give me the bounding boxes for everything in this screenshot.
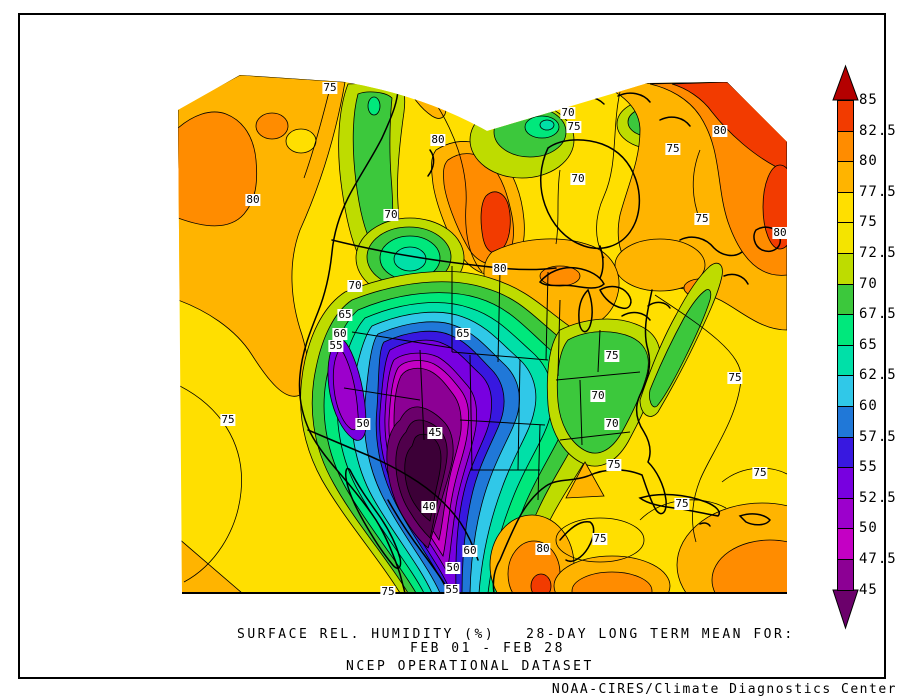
colorbar-tick-label: 75	[859, 214, 878, 231]
contour-label: 75	[322, 81, 338, 94]
colorbar-below-min-arrow	[832, 589, 859, 630]
colorbar-segment	[837, 344, 854, 377]
colorbar-segment	[837, 559, 854, 591]
credit-text: NOAA-CIRES/Climate Diagnostics Center	[551, 682, 897, 697]
contour-lines	[178, 87, 787, 583]
contour-label: 50	[355, 417, 371, 430]
map-title-line2: FEB 01 - FEB 28	[410, 641, 565, 656]
colorbar-tick-label: 60	[859, 398, 878, 414]
colorbar-segment	[837, 528, 854, 560]
contour-label: 75	[727, 371, 743, 384]
colorbar-tick-label: 47.5	[859, 551, 897, 567]
colorbar-tick-label: 45	[859, 581, 878, 598]
colorbar-tick-label: 62.5	[859, 367, 897, 384]
colorbar-segment	[837, 436, 854, 469]
contour-label: 70	[604, 417, 620, 430]
map-title-line3: NCEP OPERATIONAL DATASET	[346, 659, 594, 674]
colorbar-tick-label: 70	[859, 275, 878, 292]
colorbar-segment	[837, 375, 854, 407]
colorbar-tick-label: 72.5	[859, 245, 897, 261]
contour-label: 75	[380, 585, 396, 598]
colorbar-segment	[837, 497, 854, 530]
contour-label: 75	[604, 349, 620, 362]
colorbar-tick-label: 80	[859, 153, 878, 170]
contour-label: 75	[665, 142, 681, 155]
contour-label: 70	[383, 208, 399, 221]
colorbar-segment	[837, 283, 854, 316]
plot-frame	[18, 13, 886, 679]
colorbar-tick-label: 82.5	[859, 122, 897, 139]
colorbar-segment	[837, 191, 854, 224]
contour-label: 65	[455, 327, 471, 340]
colorbar-tick-label: 65	[859, 336, 878, 353]
colorbar-segment	[837, 130, 854, 163]
coastlines-borders	[298, 79, 781, 593]
colorbar-tick-label: 52.5	[859, 489, 897, 506]
contour-label: 80	[535, 542, 551, 555]
contour-label: 80	[245, 193, 261, 206]
contour-label: 80	[492, 262, 508, 275]
colorbar-segment	[837, 222, 854, 254]
contour-fills	[178, 75, 787, 593]
contour-label: 60	[332, 327, 348, 340]
contour-label: 75	[566, 120, 582, 133]
contour-label: 70	[590, 389, 606, 402]
colorbar-tick-label: 50	[859, 520, 878, 537]
colorbar-segment	[837, 314, 854, 346]
colorbar-above-max-arrow	[832, 64, 859, 101]
contour-label: 80	[430, 133, 446, 146]
state-borders	[343, 266, 641, 501]
colorbar-segment	[837, 100, 854, 132]
colorbar-segment	[837, 406, 854, 438]
colorbar-tick-label: 67.5	[859, 306, 897, 323]
contour-label: 50	[445, 561, 461, 574]
contour-label: 75	[752, 466, 768, 479]
colorbar-tick-label: 85	[859, 92, 878, 108]
colorbar-tick-label: 57.5	[859, 428, 897, 445]
contour-label: 75	[674, 497, 690, 510]
map-title-line1: SURFACE REL. HUMIDITY (%) 28-DAY LONG TE…	[237, 627, 795, 642]
contour-label: 45	[427, 426, 443, 439]
contour-label: 75	[592, 532, 608, 545]
contour-label: 80	[712, 124, 728, 137]
contour-label: 75	[606, 458, 622, 471]
contour-label: 70	[560, 106, 576, 119]
colorbar-segment	[837, 467, 854, 499]
colorbar-tick-label: 77.5	[859, 183, 897, 200]
contour-label: 75	[220, 413, 236, 426]
contour-label: 70	[570, 172, 586, 185]
contour-label: 55	[444, 583, 460, 596]
contour-label: 55	[328, 339, 344, 352]
contour-label: 70	[347, 279, 363, 292]
colorbar-tick-label: 55	[859, 459, 878, 476]
contour-label: 75	[694, 212, 710, 225]
contour-label: 65	[337, 308, 353, 321]
colorbar-segment	[837, 161, 854, 193]
contour-label: 40	[421, 500, 437, 513]
contour-label: 60	[462, 544, 478, 557]
colorbar-segment	[837, 253, 854, 285]
contour-label: 80	[772, 226, 788, 239]
